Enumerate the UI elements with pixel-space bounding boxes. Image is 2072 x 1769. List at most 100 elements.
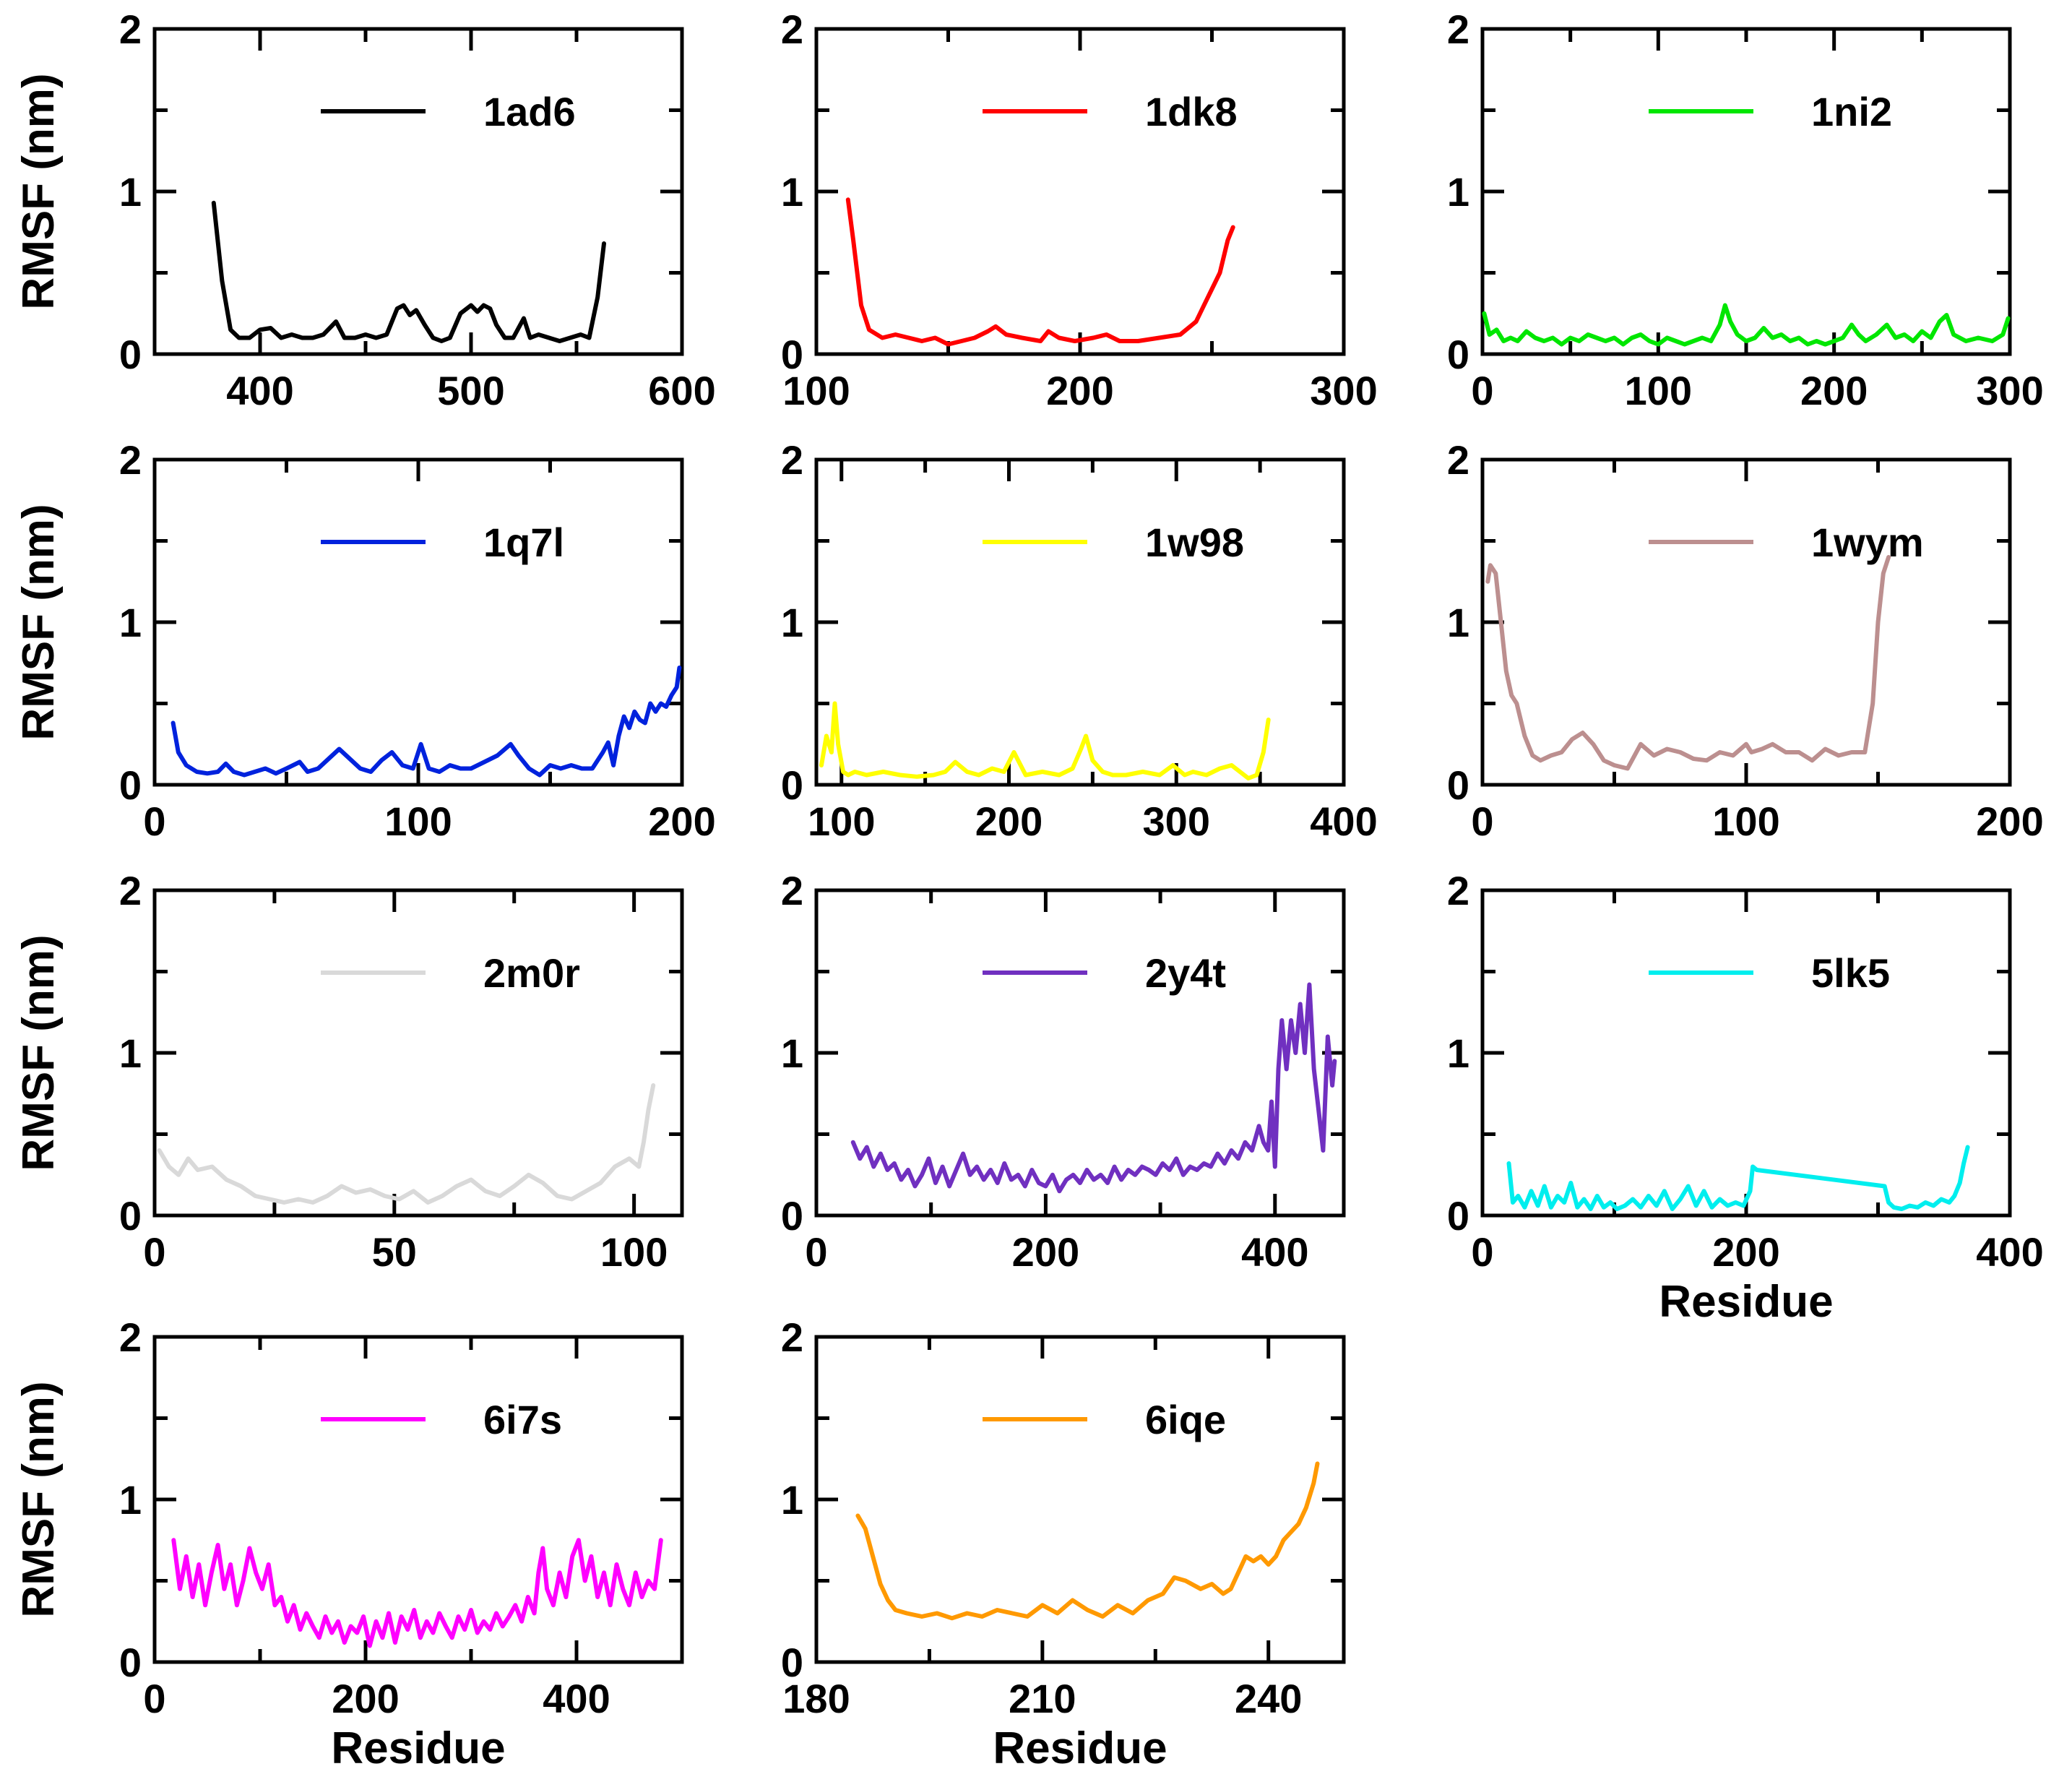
y-tick-label: 1	[781, 1030, 803, 1076]
series-line-1q7l	[170, 666, 682, 778]
y-axis-title: RMSF (nm)	[14, 934, 64, 1171]
series-line-1ni2	[1482, 303, 2011, 347]
panel-5lk5: 0 1 2 0 200 400 Residue 5lk5	[1447, 868, 2044, 1327]
legend-label: 1dk8	[1145, 89, 1238, 134]
y-tick-label: 0	[1447, 332, 1469, 377]
y-tick-label: 2	[781, 868, 803, 913]
panel-6i7s: 0 1 2 0 200 400 RMSF (nm) Residue 6i7s	[14, 1314, 684, 1769]
x-tick-label: 100	[600, 1229, 668, 1275]
plot-frame	[152, 457, 684, 787]
x-tick-label: 0	[143, 1229, 165, 1275]
legend-label: 1wym	[1811, 520, 1924, 565]
x-tick-label: 200	[1976, 799, 2043, 844]
y-tick-label: 0	[1447, 762, 1469, 808]
x-axis-title: Residue	[1659, 1277, 1833, 1327]
x-tick-label: 600	[648, 368, 715, 413]
y-tick-label: 1	[781, 169, 803, 215]
plot-frame	[814, 27, 1346, 356]
x-tick-label: 50	[372, 1229, 417, 1275]
x-tick-label: 100	[782, 368, 850, 413]
x-tick-label: 0	[143, 1676, 165, 1721]
x-tick-label: 400	[226, 368, 293, 413]
y-tick-label: 2	[119, 1314, 142, 1360]
x-tick-label: 180	[782, 1676, 850, 1721]
series-line-1w98	[819, 701, 1271, 780]
legend-label: 1q7l	[483, 520, 564, 565]
x-tick-label: 0	[1471, 1229, 1493, 1275]
panel-1ni2: 0 1 2 0 100 200 300 1ni2	[1447, 7, 2044, 413]
x-tick-label: 200	[1012, 1229, 1079, 1275]
y-axis-title: RMSF (nm)	[14, 504, 64, 740]
legend-label: 2y4t	[1145, 950, 1226, 996]
x-tick-label: 400	[1976, 1229, 2043, 1275]
x-tick-label: 400	[1241, 1229, 1308, 1275]
series-line-6i7s	[171, 1538, 663, 1648]
x-tick-label: 0	[1471, 799, 1493, 844]
panel-1ad6: 0 1 2 400 500 600 RMSF (nm) 1ad6	[14, 7, 716, 413]
legend-label: 1ni2	[1811, 89, 1892, 134]
y-tick-label: 1	[119, 600, 142, 645]
x-tick-label: 100	[384, 799, 452, 844]
y-tick-label: 1	[781, 600, 803, 645]
y-axis-title: RMSF (nm)	[14, 1381, 64, 1617]
series-line-6iqe	[855, 1461, 1320, 1621]
y-tick-label: 2	[119, 868, 142, 913]
x-tick-label: 0	[1471, 368, 1493, 413]
plot-frame	[152, 888, 684, 1218]
y-tick-label: 0	[119, 1640, 142, 1685]
x-tick-label: 300	[1310, 368, 1377, 413]
y-tick-label: 2	[781, 7, 803, 52]
x-tick-label: 210	[1009, 1676, 1076, 1721]
plot-frame	[814, 1335, 1346, 1664]
plot-frame	[1480, 457, 2012, 787]
plot-frame	[152, 27, 684, 356]
legend-label: 6iqe	[1145, 1397, 1226, 1442]
y-tick-label: 2	[781, 1314, 803, 1360]
series-line-1dk8	[845, 197, 1235, 347]
x-tick-label: 100	[808, 799, 875, 844]
y-tick-label: 0	[119, 1193, 142, 1239]
y-tick-label: 2	[119, 7, 142, 52]
series-line-1ad6	[211, 200, 606, 343]
y-tick-label: 0	[781, 1193, 803, 1239]
y-tick-label: 1	[1447, 1030, 1469, 1076]
x-tick-label: 200	[1712, 1229, 1779, 1275]
x-tick-label: 240	[1235, 1676, 1302, 1721]
x-axis-title: Residue	[993, 1723, 1167, 1769]
y-tick-label: 1	[1447, 169, 1469, 215]
y-tick-label: 0	[119, 762, 142, 808]
panel-6iqe: 0 1 2 180 210 240 Residue 6iqe	[781, 1314, 1346, 1769]
y-tick-label: 2	[119, 437, 142, 483]
plot-frame	[1480, 27, 2012, 356]
x-tick-label: 400	[543, 1676, 610, 1721]
y-tick-label: 0	[1447, 1193, 1469, 1239]
legend-label: 6i7s	[483, 1397, 562, 1442]
series-line-2y4t	[850, 982, 1337, 1194]
x-tick-label: 200	[648, 799, 715, 844]
panel-2m0r: 0 1 2 0 50 100 RMSF (nm) 2m0r	[14, 868, 684, 1275]
legend-label: 2m0r	[483, 950, 580, 996]
panel-1q7l: 0 1 2 0 100 200 RMSF (nm) 1q7l	[14, 437, 716, 844]
x-tick-label: 0	[805, 1229, 827, 1275]
y-tick-label: 0	[781, 332, 803, 377]
x-tick-label: 400	[1310, 799, 1377, 844]
x-tick-label: 100	[1712, 799, 1779, 844]
x-tick-label: 300	[1976, 368, 2043, 413]
y-tick-label: 1	[1447, 600, 1469, 645]
y-tick-label: 2	[1447, 7, 1469, 52]
legend-label: 1ad6	[483, 89, 576, 134]
series-line-2m0r	[157, 1083, 656, 1205]
legend-label: 1w98	[1145, 520, 1244, 565]
y-axis-title: RMSF (nm)	[14, 73, 64, 309]
panel-1wym: 0 1 2 0 100 200 1wym	[1447, 437, 2044, 844]
legend-label: 5lk5	[1811, 950, 1890, 996]
x-tick-label: 200	[1800, 368, 1868, 413]
y-tick-label: 1	[119, 1030, 142, 1076]
y-tick-label: 1	[781, 1477, 803, 1523]
y-tick-label: 1	[119, 169, 142, 215]
x-tick-label: 200	[1046, 368, 1113, 413]
series-line-1wym	[1485, 555, 1891, 771]
y-tick-label: 1	[119, 1477, 142, 1523]
x-tick-label: 200	[975, 799, 1043, 844]
